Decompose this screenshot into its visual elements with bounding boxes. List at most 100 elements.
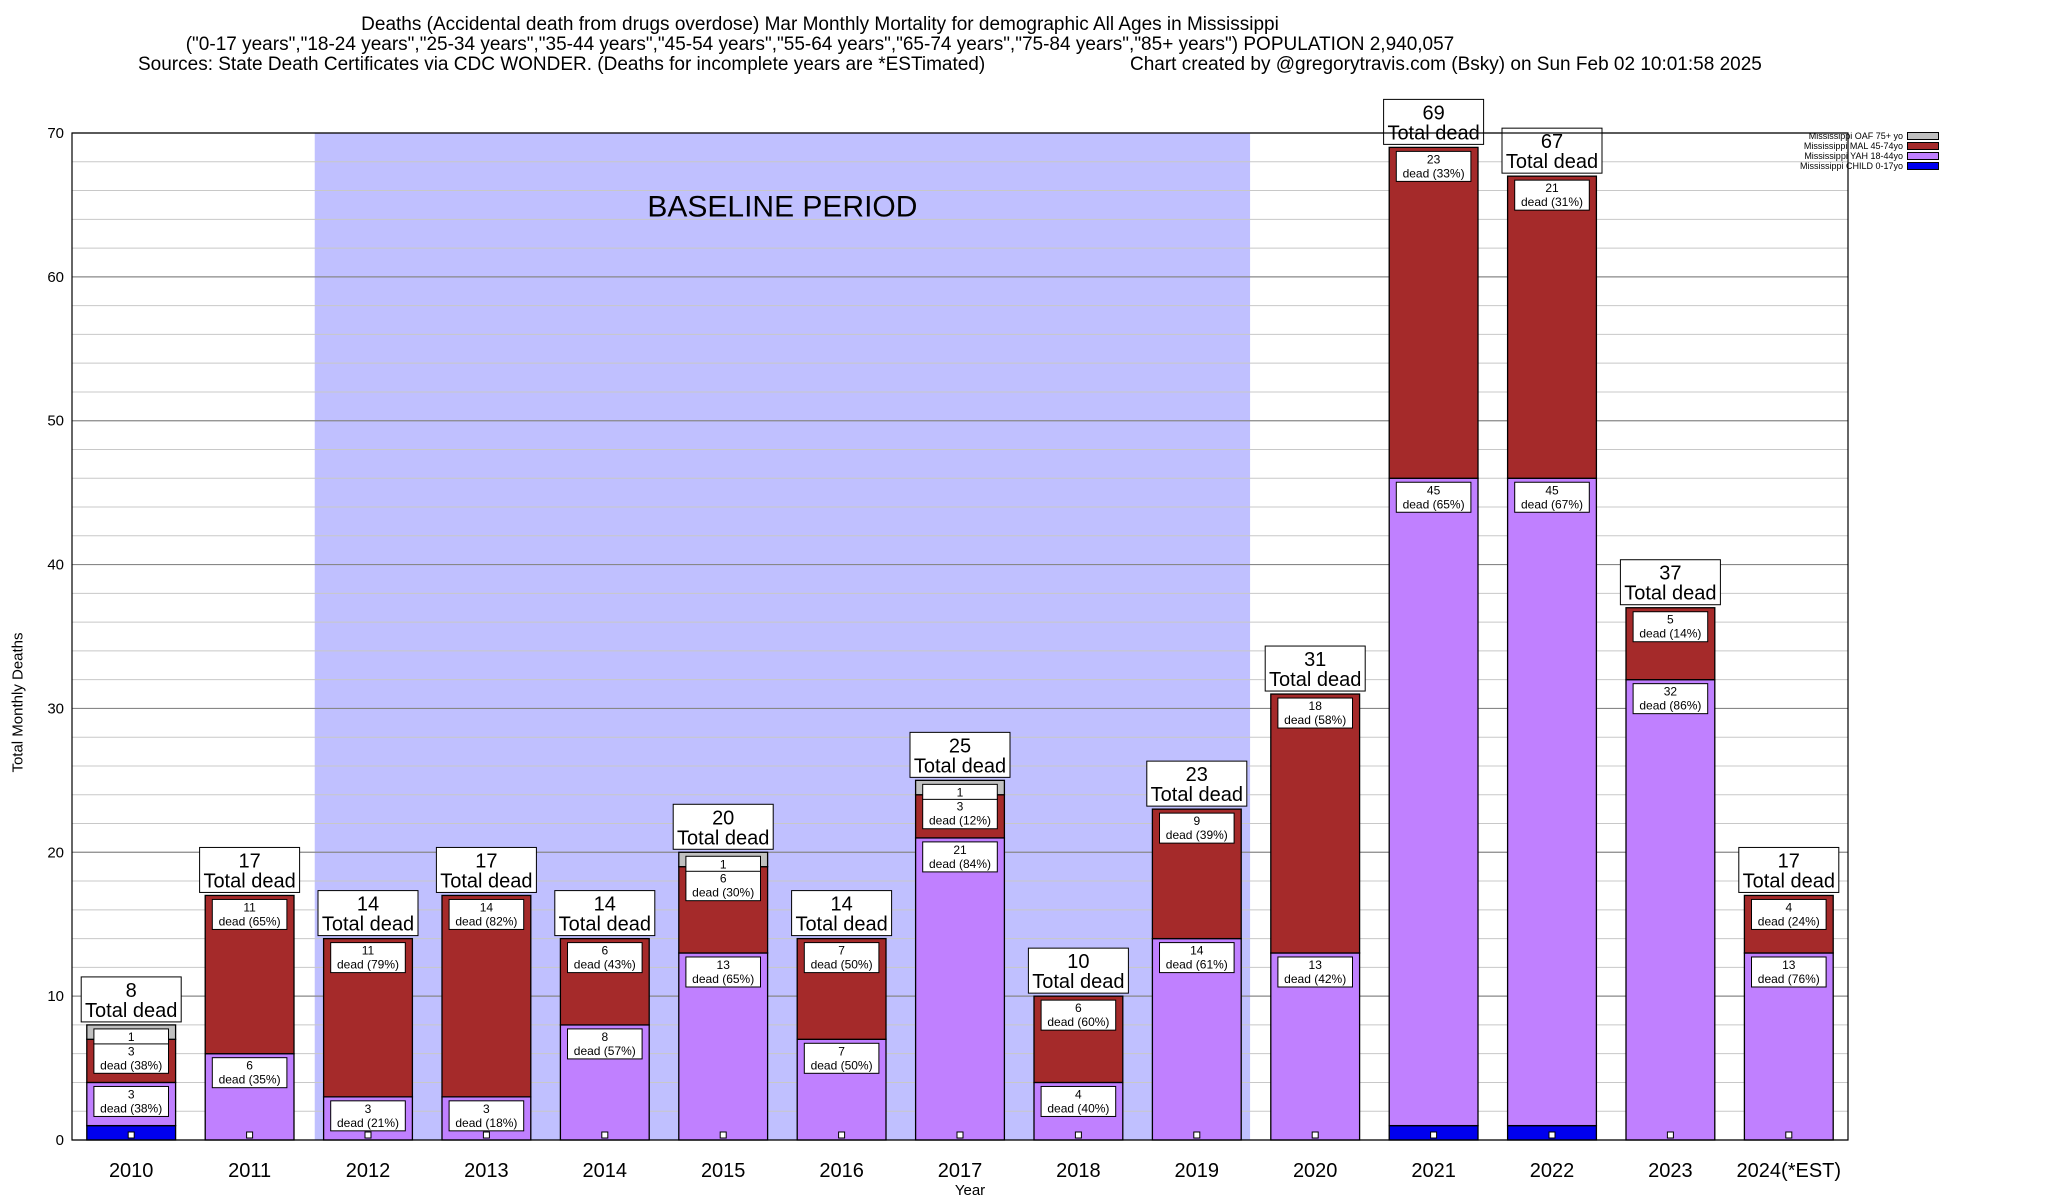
- segment-percent: dead (24%): [1758, 914, 1820, 928]
- zero-marker: [1074, 1131, 1082, 1139]
- total-label-box: [909, 731, 1011, 778]
- y-tick-label: 50: [47, 413, 64, 430]
- chart-sources: Sources: State Death Certificates via CD…: [138, 54, 986, 75]
- legend-entry: Mississippi CHILD 0-17yo: [1800, 161, 1940, 171]
- x-axis-label: Year: [954, 1182, 986, 1199]
- bar-segment: [1506, 175, 1598, 479]
- segment-value: 45: [1545, 483, 1559, 497]
- segment-value: 23: [1427, 152, 1441, 166]
- segment-percent: dead (38%): [100, 1058, 162, 1072]
- segment-value: 4: [1075, 1087, 1082, 1101]
- segment-percent: dead (14%): [1639, 627, 1701, 641]
- total-value: 14: [357, 894, 379, 916]
- segment-label-box: [567, 942, 643, 974]
- zero-marker: [601, 1131, 609, 1139]
- segment-label-box: [1632, 683, 1709, 715]
- bar-segment: [1388, 146, 1479, 479]
- segment-value: 21: [953, 843, 967, 857]
- total-value: 31: [1304, 649, 1326, 671]
- segment-value: 6: [601, 944, 608, 958]
- y-tick-label: 40: [47, 557, 64, 574]
- chart-title: Deaths (Accidental death from drugs over…: [361, 14, 1279, 35]
- segment-percent: dead (65%): [1403, 497, 1465, 511]
- total-suffix: Total dead: [322, 914, 414, 936]
- legend-swatch: [1907, 152, 1940, 160]
- segment-percent: dead (40%): [1047, 1101, 1109, 1115]
- segment-label-box: [1395, 150, 1472, 182]
- total-label-box: [1383, 98, 1485, 145]
- segment-label-box: [1751, 956, 1827, 988]
- segment-label-box: [330, 1100, 406, 1132]
- segment-value: 3: [128, 1044, 135, 1058]
- segment-label-box: [1514, 179, 1590, 211]
- total-label-box: [1619, 559, 1721, 606]
- segment-value: 45: [1427, 483, 1441, 497]
- segment-value: 32: [1664, 685, 1678, 699]
- segment-label-box: [922, 783, 998, 800]
- segment-label-box: [1632, 611, 1709, 643]
- y-axis-label: Total Monthly Deaths: [9, 632, 27, 773]
- bar-segment: [1506, 477, 1598, 1127]
- segment-value: 11: [362, 944, 375, 958]
- segment-label-box: [922, 841, 998, 873]
- total-label-box: [1146, 760, 1248, 807]
- segment-value: 1: [720, 857, 727, 871]
- segment-label-box: [567, 1028, 643, 1060]
- segment-value: 6: [246, 1059, 253, 1073]
- segment-label-box: [1395, 481, 1472, 513]
- legend-swatch: [1907, 142, 1940, 150]
- legend-entry: Mississippi OAF 75+ yo: [1800, 131, 1940, 141]
- legend-label: Mississippi MAL 45-74yo: [1803, 141, 1904, 151]
- plot-frame: [71, 132, 1849, 1141]
- total-label-box: [1501, 127, 1603, 174]
- chart-credit: Chart created by @gregorytravis.com (Bsk…: [1130, 54, 1762, 75]
- segment-label-box: [1751, 898, 1827, 930]
- total-value: 69: [1422, 102, 1444, 124]
- segment-value: 14: [1190, 944, 1204, 958]
- total-label-box: [317, 890, 419, 937]
- segment-value: 4: [1785, 900, 1792, 914]
- segment-percent: dead (65%): [692, 972, 754, 986]
- zero-marker: [719, 1131, 727, 1139]
- segment-label-box: [803, 942, 880, 974]
- segment-percent: dead (38%): [100, 1101, 162, 1115]
- total-value: 8: [126, 980, 137, 1002]
- segment-percent: dead (65%): [219, 914, 281, 928]
- segment-label-box: [1159, 942, 1235, 974]
- segment-label-box: [1040, 1085, 1117, 1117]
- x-tick-label: 2015: [701, 1160, 746, 1182]
- segment-label-box: [685, 956, 761, 988]
- legend-label: Mississippi YAH 18-44yo: [1804, 151, 1904, 161]
- segment-label-box: [448, 1100, 525, 1132]
- segment-label-box: [1040, 999, 1117, 1031]
- segment-value: 6: [1075, 1001, 1082, 1015]
- segment-value: 3: [483, 1102, 490, 1116]
- total-suffix: Total dead: [1269, 669, 1361, 691]
- total-suffix: Total dead: [914, 755, 1006, 777]
- segment-percent: dead (58%): [1284, 713, 1346, 727]
- total-suffix: Total dead: [1743, 870, 1835, 892]
- segment-label-box: [685, 855, 761, 872]
- total-value: 25: [949, 735, 971, 757]
- chart-subtitle: ("0-17 years","18-24 years","25-34 years…: [185, 34, 1455, 55]
- segment-label-box: [93, 1028, 169, 1045]
- segment-label-box: [93, 1042, 169, 1074]
- zero-marker: [127, 1131, 135, 1139]
- total-value: 17: [1778, 850, 1800, 872]
- zero-marker: [246, 1131, 254, 1139]
- segment-value: 14: [480, 900, 494, 914]
- segment-label-box: [448, 898, 525, 930]
- segment-label-box: [922, 798, 998, 830]
- zero-marker: [956, 1131, 964, 1139]
- total-value: 20: [712, 807, 734, 829]
- zero-marker: [1430, 1131, 1438, 1139]
- segment-label-box: [93, 1085, 169, 1117]
- x-tick-label: 2011: [228, 1160, 271, 1182]
- x-tick-label: 2013: [464, 1160, 509, 1182]
- segment-percent: dead (21%): [337, 1116, 399, 1130]
- total-label-box: [1264, 645, 1366, 692]
- zero-marker: [1193, 1131, 1201, 1139]
- segment-label-box: [1277, 697, 1353, 729]
- bar-segment: [1388, 477, 1479, 1127]
- segment-value: 7: [838, 1044, 845, 1058]
